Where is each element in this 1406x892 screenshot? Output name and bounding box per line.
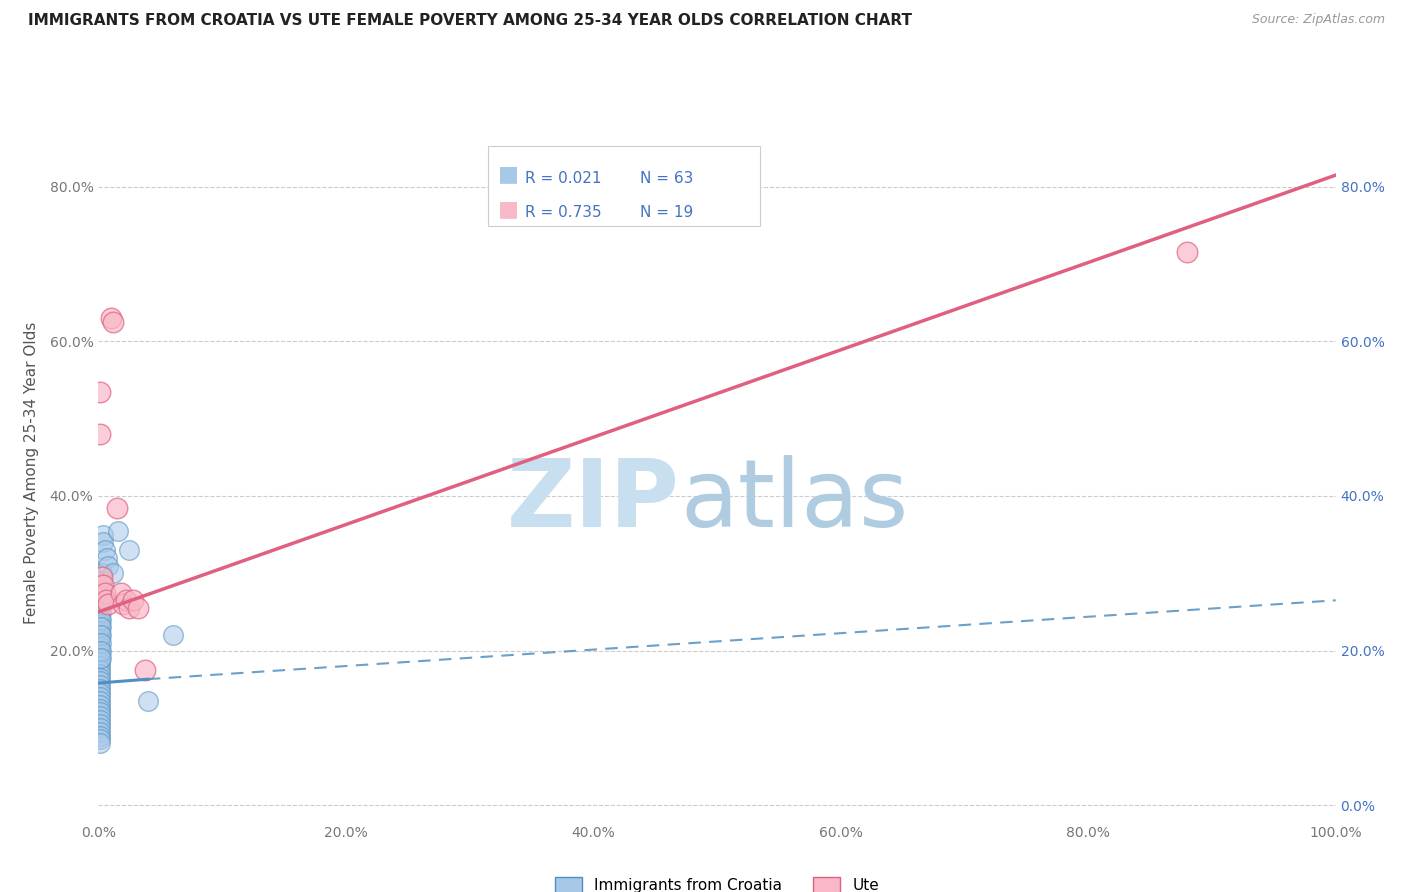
- Point: [89, 709, 111, 723]
- Point: [90, 597, 112, 611]
- Point: [93, 535, 115, 549]
- Text: ■: ■: [498, 164, 519, 185]
- Text: R = 0.021: R = 0.021: [526, 170, 602, 186]
- Text: atlas: atlas: [681, 455, 908, 547]
- Point: [93, 585, 115, 599]
- Point: [89, 736, 111, 750]
- Point: [93, 527, 115, 541]
- Point: [90, 643, 112, 657]
- Point: [89, 694, 111, 708]
- Point: [89, 636, 111, 650]
- Point: [103, 315, 125, 329]
- Text: ■: ■: [498, 199, 519, 219]
- Point: [91, 574, 114, 588]
- Point: [90, 651, 112, 665]
- Point: [89, 613, 111, 627]
- Point: [89, 706, 111, 720]
- Point: [90, 620, 112, 634]
- Point: [89, 601, 111, 615]
- Point: [89, 624, 111, 639]
- Point: [89, 682, 111, 697]
- Point: [89, 663, 111, 677]
- Point: [1175, 245, 1198, 260]
- Point: [122, 593, 145, 607]
- Text: N = 63: N = 63: [640, 170, 693, 186]
- Point: [134, 663, 156, 677]
- Point: [107, 524, 129, 538]
- Point: [90, 636, 112, 650]
- Y-axis label: Female Poverty Among 25-34 Year Olds: Female Poverty Among 25-34 Year Olds: [24, 322, 38, 624]
- Point: [89, 655, 111, 669]
- Point: [89, 671, 111, 685]
- Point: [91, 570, 114, 584]
- Legend: Immigrants from Croatia, Ute: Immigrants from Croatia, Ute: [555, 877, 879, 892]
- Point: [89, 620, 111, 634]
- Point: [89, 701, 111, 715]
- Text: Source: ZipAtlas.com: Source: ZipAtlas.com: [1251, 13, 1385, 27]
- Point: [97, 558, 120, 573]
- Point: [90, 605, 112, 619]
- Point: [89, 732, 111, 747]
- Point: [90, 582, 112, 596]
- Point: [89, 713, 111, 727]
- Point: [114, 593, 136, 607]
- Point: [91, 566, 114, 581]
- Point: [103, 566, 125, 581]
- Point: [89, 632, 111, 646]
- Point: [89, 640, 111, 654]
- Point: [90, 613, 112, 627]
- Point: [93, 543, 115, 558]
- Point: [127, 601, 149, 615]
- Point: [96, 550, 118, 565]
- Point: [89, 593, 111, 607]
- Point: [90, 578, 112, 592]
- Point: [105, 500, 128, 515]
- Point: [89, 616, 111, 631]
- Text: IMMIGRANTS FROM CROATIA VS UTE FEMALE POVERTY AMONG 25-34 YEAR OLDS CORRELATION : IMMIGRANTS FROM CROATIA VS UTE FEMALE PO…: [28, 13, 912, 29]
- Point: [89, 643, 111, 657]
- Point: [89, 674, 111, 689]
- Point: [118, 543, 141, 558]
- Point: [89, 690, 111, 704]
- Point: [89, 582, 111, 596]
- Point: [97, 597, 120, 611]
- Point: [94, 593, 117, 607]
- Point: [89, 608, 111, 623]
- Point: [89, 605, 111, 619]
- Point: [136, 694, 159, 708]
- Point: [89, 698, 111, 712]
- Point: [89, 724, 111, 739]
- Point: [89, 729, 111, 743]
- Point: [90, 590, 112, 604]
- Point: [90, 628, 112, 642]
- Point: [89, 717, 111, 731]
- Text: ZIP: ZIP: [508, 455, 681, 547]
- Point: [89, 721, 111, 735]
- Point: [162, 628, 184, 642]
- Point: [89, 651, 111, 665]
- Point: [118, 601, 141, 615]
- Point: [89, 427, 111, 442]
- Point: [89, 659, 111, 673]
- Point: [89, 590, 111, 604]
- Point: [110, 585, 132, 599]
- Point: [91, 582, 114, 596]
- Text: N = 19: N = 19: [640, 205, 693, 220]
- Point: [89, 686, 111, 700]
- Point: [112, 597, 135, 611]
- Point: [93, 578, 115, 592]
- Point: [89, 628, 111, 642]
- Point: [100, 311, 122, 326]
- Point: [89, 678, 111, 692]
- Point: [89, 648, 111, 662]
- Point: [89, 666, 111, 681]
- Text: R = 0.735: R = 0.735: [526, 205, 602, 220]
- Point: [89, 384, 111, 399]
- Point: [89, 597, 111, 611]
